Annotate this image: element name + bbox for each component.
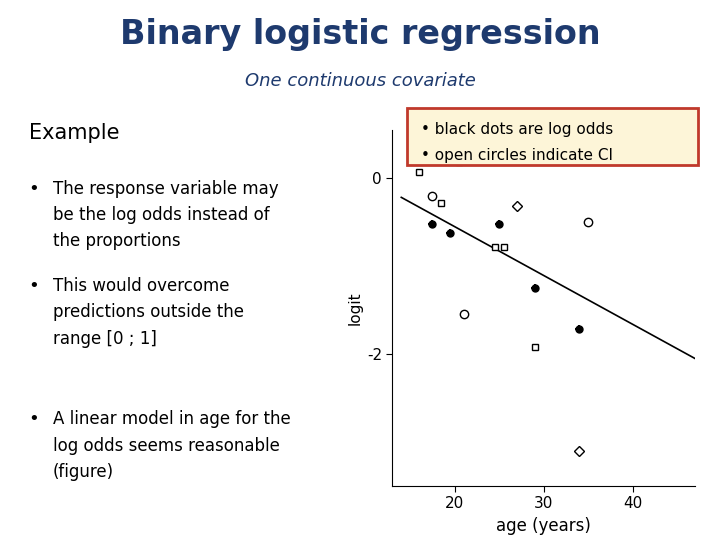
Text: A linear model in age for the
log odds seems reasonable
(figure): A linear model in age for the log odds s… bbox=[53, 410, 290, 481]
Text: The response variable may
be the log odds instead of
the proportions: The response variable may be the log odd… bbox=[53, 179, 279, 251]
Text: Binary logistic regression: Binary logistic regression bbox=[120, 18, 600, 51]
Text: •: • bbox=[29, 179, 40, 198]
Text: This would overcome
predictions outside the
range [0 ; 1]: This would overcome predictions outside … bbox=[53, 276, 243, 348]
Text: One continuous covariate: One continuous covariate bbox=[245, 72, 475, 90]
Text: Example: Example bbox=[29, 123, 119, 143]
FancyBboxPatch shape bbox=[407, 108, 698, 165]
Text: •: • bbox=[29, 276, 40, 295]
X-axis label: age (years): age (years) bbox=[496, 517, 591, 535]
Text: • black dots are log odds: • black dots are log odds bbox=[421, 122, 613, 137]
Text: •: • bbox=[29, 410, 40, 428]
Text: • open circles indicate CI: • open circles indicate CI bbox=[421, 148, 613, 163]
Y-axis label: logit: logit bbox=[348, 291, 363, 325]
